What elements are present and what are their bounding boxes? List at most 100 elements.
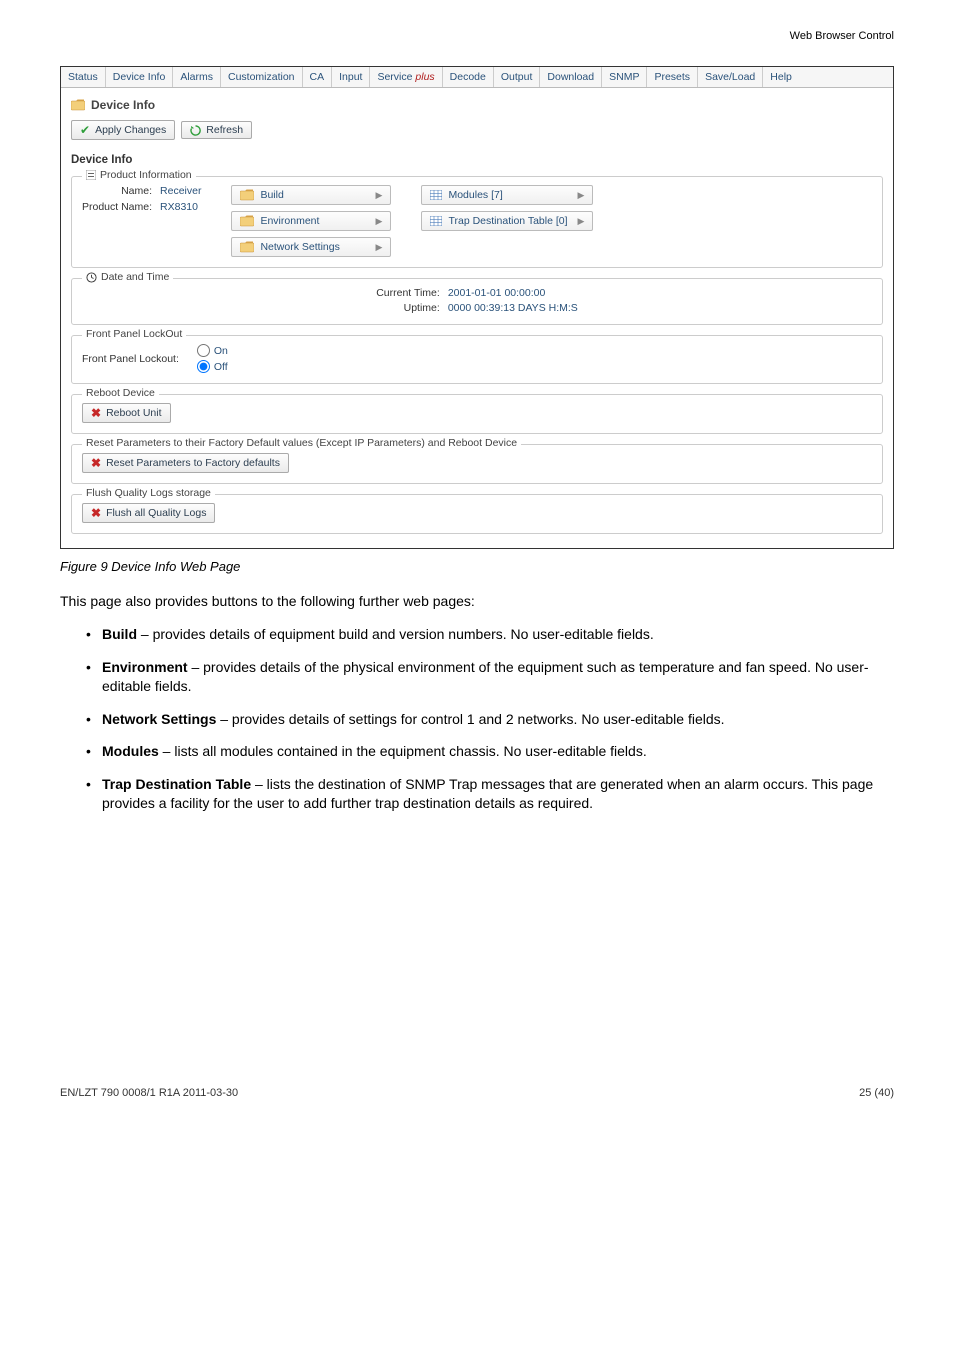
flush-fieldset: Flush Quality Logs storage ✖ Flush all Q… <box>71 494 883 534</box>
chevron-right-icon: ▶ <box>376 190 383 201</box>
check-icon: ✔ <box>80 123 90 137</box>
tab-saveload[interactable]: Save/Load <box>698 67 763 87</box>
tab-device-info[interactable]: Device Info <box>106 67 174 87</box>
lockout-off-radio[interactable] <box>197 360 210 373</box>
page-footer: EN/LZT 790 0008/1 R1A 2011-03-30 25 (40) <box>0 1087 954 1125</box>
refresh-button[interactable]: Refresh <box>181 121 252 139</box>
bullet-env-bold: Environment <box>102 659 188 675</box>
bullet-network: Network Settings – provides details of s… <box>86 710 894 729</box>
tab-decode[interactable]: Decode <box>443 67 494 87</box>
tab-bar: Status Device Info Alarms Customization … <box>61 67 893 88</box>
network-link-button[interactable]: Network Settings ▶ <box>231 237 391 257</box>
tab-input[interactable]: Input <box>332 67 370 87</box>
environment-link-button[interactable]: Environment ▶ <box>231 211 391 231</box>
bullet-build: Build – provides details of equipment bu… <box>86 625 894 644</box>
reboot-button-label: Reboot Unit <box>106 407 161 419</box>
chevron-right-icon: ▶ <box>578 190 585 201</box>
chevron-right-icon: ▶ <box>578 216 585 227</box>
tab-status[interactable]: Status <box>61 67 106 87</box>
tab-plus-suffix: plus <box>415 71 434 83</box>
bullet-trap: Trap Destination Table – lists the desti… <box>86 775 894 813</box>
tab-service-label: Service <box>377 71 412 83</box>
apply-label: Apply Changes <box>95 124 166 136</box>
footer-right: 25 (40) <box>859 1087 894 1099</box>
lockout-on-radio[interactable] <box>197 344 210 357</box>
tab-help[interactable]: Help <box>763 67 799 87</box>
flush-logs-button[interactable]: ✖ Flush all Quality Logs <box>82 503 215 523</box>
equals-icon <box>86 170 96 180</box>
reset-legend: Reset Parameters to their Factory Defaul… <box>82 437 521 449</box>
name-label: Name: <box>82 185 152 197</box>
datetime-fieldset: Date and Time Current Time: 2001-01-01 0… <box>71 278 883 325</box>
footer-left: EN/LZT 790 0008/1 R1A 2011-03-30 <box>60 1087 238 1099</box>
bullet-list: Build – provides details of equipment bu… <box>60 625 894 813</box>
reboot-unit-button[interactable]: ✖ Reboot Unit <box>82 403 171 423</box>
bullet-net-bold: Network Settings <box>102 711 216 727</box>
build-link-label: Build <box>260 189 283 201</box>
x-icon: ✖ <box>91 506 101 520</box>
modules-link-label: Modules [7] <box>448 189 502 201</box>
network-link-label: Network Settings <box>260 241 339 253</box>
tab-presets[interactable]: Presets <box>647 67 698 87</box>
page-header-right: Web Browser Control <box>60 30 894 42</box>
product-name-label: Product Name: <box>82 201 152 213</box>
tab-download[interactable]: Download <box>540 67 602 87</box>
current-time-label: Current Time: <box>82 287 440 299</box>
reboot-fieldset: Reboot Device ✖ Reboot Unit <box>71 394 883 434</box>
current-time-value: 2001-01-01 00:00:00 <box>448 287 872 299</box>
clock-icon <box>86 272 97 283</box>
bullet-trap-bold: Trap Destination Table <box>102 776 251 792</box>
tab-output[interactable]: Output <box>494 67 541 87</box>
lockout-on-label: On <box>214 345 228 357</box>
bullet-build-text: – provides details of equipment build an… <box>137 626 654 642</box>
lockout-label: Front Panel Lockout: <box>82 353 179 365</box>
grid-icon <box>430 216 442 226</box>
grid-icon <box>430 190 442 200</box>
tab-alarms[interactable]: Alarms <box>173 67 221 87</box>
reboot-legend: Reboot Device <box>82 387 159 399</box>
chevron-right-icon: ▶ <box>376 216 383 227</box>
product-info-values: Name: Receiver Product Name: RX8310 <box>82 185 201 213</box>
modules-link-button[interactable]: Modules [7] ▶ <box>421 185 593 205</box>
chevron-right-icon: ▶ <box>376 242 383 253</box>
product-info-legend-text: Product Information <box>100 169 192 181</box>
bullet-build-bold: Build <box>102 626 137 642</box>
refresh-label: Refresh <box>206 124 243 136</box>
environment-link-label: Environment <box>260 215 319 227</box>
intro-text: This page also provides buttons to the f… <box>60 592 894 611</box>
lockout-legend: Front Panel LockOut <box>82 328 186 340</box>
product-info-fieldset: Product Information Name: Receiver Produ… <box>71 176 883 268</box>
lockout-fieldset: Front Panel LockOut Front Panel Lockout:… <box>71 335 883 384</box>
bullet-net-text: – provides details of settings for contr… <box>216 711 724 727</box>
bullet-environment: Environment – provides details of the ph… <box>86 658 894 696</box>
flush-legend: Flush Quality Logs storage <box>82 487 215 499</box>
device-info-heading: Device Info <box>71 150 883 166</box>
x-icon: ✖ <box>91 406 101 420</box>
tab-customization[interactable]: Customization <box>221 67 303 87</box>
product-info-legend: Product Information <box>82 169 196 181</box>
trap-link-label: Trap Destination Table [0] <box>448 215 567 227</box>
tab-ca[interactable]: CA <box>303 67 333 87</box>
folder-icon <box>240 241 254 253</box>
name-value: Receiver <box>160 185 201 197</box>
panel-title-text: Device Info <box>91 98 155 112</box>
figure-caption: Figure 9 Device Info Web Page <box>60 559 894 574</box>
reset-factory-button[interactable]: ✖ Reset Parameters to Factory defaults <box>82 453 289 473</box>
tab-snmp[interactable]: SNMP <box>602 67 647 87</box>
apply-changes-button[interactable]: ✔ Apply Changes <box>71 120 175 140</box>
build-link-button[interactable]: Build ▶ <box>231 185 391 205</box>
refresh-icon <box>190 125 201 136</box>
tab-service-plus[interactable]: Service plus <box>370 67 442 87</box>
datetime-legend: Date and Time <box>82 271 173 283</box>
trap-table-link-button[interactable]: Trap Destination Table [0] ▶ <box>421 211 593 231</box>
reset-fieldset: Reset Parameters to their Factory Defaul… <box>71 444 883 484</box>
folder-icon <box>71 99 85 111</box>
folder-icon <box>240 189 254 201</box>
bullet-env-text: – provides details of the physical envir… <box>102 659 869 694</box>
uptime-value: 0000 00:39:13 DAYS H:M:S <box>448 302 872 314</box>
reset-button-label: Reset Parameters to Factory defaults <box>106 457 280 469</box>
bullet-mod-text: – lists all modules contained in the equ… <box>159 743 647 759</box>
bullet-modules: Modules – lists all modules contained in… <box>86 742 894 761</box>
lockout-off-label: Off <box>214 361 228 373</box>
flush-button-label: Flush all Quality Logs <box>106 507 206 519</box>
